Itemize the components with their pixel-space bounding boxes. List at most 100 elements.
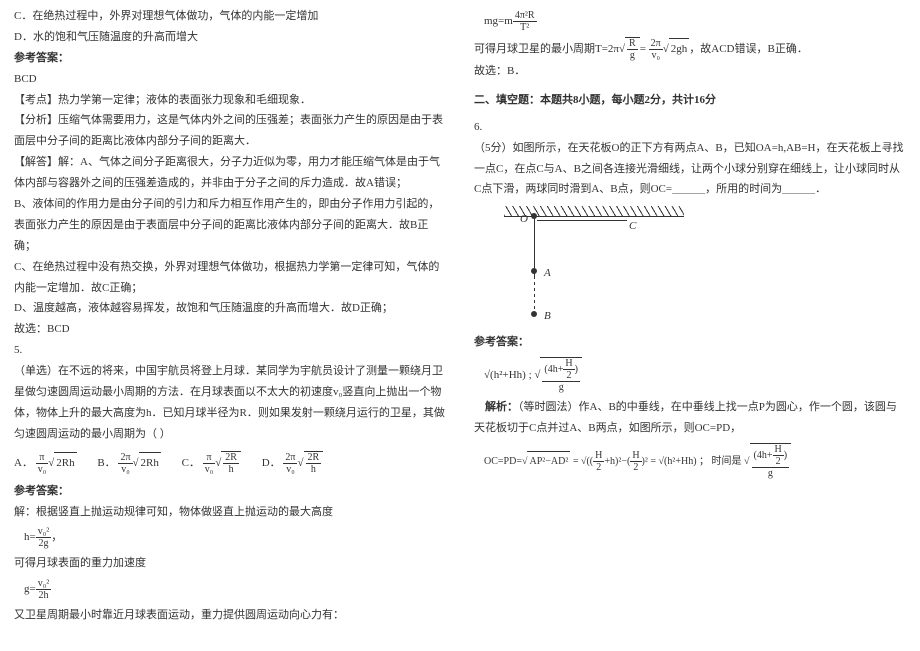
answer2-label: 参考答案： xyxy=(14,481,446,502)
formula-g: g=v₀²2h xyxy=(14,578,446,601)
ans3-sep: ; xyxy=(529,369,532,381)
opt-c-label: C． xyxy=(182,457,200,469)
question-6-body: （5分）如图所示，在天花板O的正下方有两点A、B，已知OA=h,AB=H，在天花… xyxy=(474,138,906,201)
jieda-c: C、在绝热过程中没有热交换，外界对理想气体做功，根据热力学第一定律可知，气体的内… xyxy=(14,257,446,299)
question-5-body: （单选）在不远的将来，中国宇航员将登上月球．某同学为宇航员设计了测量一颗绕月卫星… xyxy=(14,361,446,445)
mg-num: 4π²R xyxy=(513,10,537,22)
opt-a-num: π xyxy=(36,452,49,464)
jieda-end: 故选：BCD xyxy=(14,319,446,340)
T-end: ，故ACD错误，B正确． xyxy=(689,43,808,55)
opt-a-sqrt: 2Rh xyxy=(54,452,76,474)
right-column: mg=m4π²RT² 可得月球卫星的最小周期T=2π√Rg= 2πv₀√2gh，… xyxy=(460,0,920,651)
question-5-num: 5. xyxy=(14,340,446,361)
opt-a-label: A． xyxy=(14,457,33,469)
q5-opt-a: A． πv₀√2Rh xyxy=(14,452,77,475)
opt-a-den: v₀ xyxy=(36,464,49,475)
point-o xyxy=(531,213,537,219)
jieda-a-text: 解：A、气体之间分子距离很大，分子力近似为零，用力才能压缩气体是由于气体内部与容… xyxy=(14,156,440,189)
mg-pre: mg=m xyxy=(484,15,513,27)
left-column: C．在绝热过程中，外界对理想气体做功，气体的内能一定增加 D．水的饱和气压随温度… xyxy=(0,0,460,651)
kaodian: 【考点】热力学第一定律；液体的表面张力现象和毛细现象． xyxy=(14,90,446,111)
label-a: A xyxy=(544,263,551,284)
g-eq-num: v₀² xyxy=(36,578,51,590)
T-pre: 可得月球卫星的最小周期T=2π xyxy=(474,43,619,55)
time-pre: 时间是 xyxy=(712,456,742,467)
time-root: (4h+H2)g xyxy=(750,443,792,479)
T2-root: 2gh xyxy=(669,38,690,60)
option-c: C．在绝热过程中，外界对理想气体做功，气体的内能一定增加 xyxy=(14,6,446,27)
formula-h: h=v₀²2g， xyxy=(14,526,446,549)
h-eq-pre: h= xyxy=(24,532,36,544)
T-root-den: g xyxy=(627,50,638,61)
oc-2b: 2 xyxy=(630,462,641,473)
line-oc xyxy=(537,220,627,221)
line-ab xyxy=(534,276,535,316)
ans3-root-den: g xyxy=(542,382,580,393)
answer3-label: 参考答案： xyxy=(474,332,906,353)
T2-den: v₀ xyxy=(649,50,663,61)
satellite-line: 又卫星周期最小时靠近月球表面运动，重力提供圆周运动向心力有： xyxy=(14,605,446,626)
formula-mg: mg=m4π²RT² xyxy=(474,10,906,33)
opt-d-label: D． xyxy=(262,457,281,469)
kaodian-label: 【考点】 xyxy=(14,94,58,106)
T-eq: = xyxy=(640,43,646,55)
T-root: Rg xyxy=(625,37,640,61)
select-b: 故选：B． xyxy=(474,61,906,82)
opt-b-num: 2π xyxy=(118,452,132,464)
oc-derivation: OC=PD=√AP²−AD² = √((H2+h)²−(H2)² = √(h²+… xyxy=(474,443,906,479)
jiexi: 解析：（等时圆法）作A、B的中垂线，在中垂线上找一点P为圆心，作一个圆，该圆与天… xyxy=(474,397,906,439)
oc-root1: AP²−AD² xyxy=(527,451,570,471)
answer3-formula: √(h²+Hh) ; √(4h+H2)g xyxy=(474,357,906,393)
oc-h2: H xyxy=(630,450,641,462)
opt-b-den: v₀ xyxy=(118,464,132,475)
kaodian-text: 热力学第一定律；液体的表面张力现象和毛细现象． xyxy=(58,94,311,106)
option-d: D．水的饱和气压随温度的升高而增大 xyxy=(14,27,446,48)
ans3-root-num: (4h+H2) xyxy=(542,358,580,382)
opt-c-sqrt-num: 2R xyxy=(223,452,239,464)
opt-d-num: 2π xyxy=(283,452,297,464)
label-b: B xyxy=(544,306,551,327)
jieda-a: 【解答】解：A、气体之间分子距离很大，分子力近似为零，用力才能压缩气体是由于气体… xyxy=(14,152,446,194)
oc-mid: +h)²−( xyxy=(604,456,630,467)
page-container: C．在绝热过程中，外界对理想气体做功，气体的内能一定增加 D．水的饱和气压随温度… xyxy=(0,0,920,651)
jieda-b: B、液体间的作用力是由分子间的引力和斥力相互作用产生的，即由分子作用力引起的，表… xyxy=(14,194,446,257)
T-root-num: R xyxy=(627,38,638,50)
h-eq-den: 2g xyxy=(36,538,51,549)
opt-d-sqrt: 2Rh xyxy=(304,451,324,475)
g-eq-den: 2h xyxy=(36,590,51,601)
ans3-root: (4h+H2)g xyxy=(540,357,582,393)
question-6-num: 6. xyxy=(474,117,906,138)
ans3-f1: √(h²+Hh) xyxy=(484,369,526,381)
label-c: C xyxy=(629,216,636,237)
jieda-d: D、温度越高，液体越容易挥发，故饱和气压随温度的升高而增大．故D正确； xyxy=(14,298,446,319)
opt-c-num: π xyxy=(203,452,216,464)
jiexi-text: （等时圆法）作A、B的中垂线，在中垂线上找一点P为圆心，作一个圆，该圆与天花板切… xyxy=(474,401,897,434)
fenxi: 【分析】压缩气体需要用力，这是气体内外之间的压强差；表面张力产生的原因是由于表面… xyxy=(14,110,446,152)
opt-d-sqrt-den: h xyxy=(306,464,322,475)
jiexi-label: 解析： xyxy=(485,401,518,413)
opt-d-den: v₀ xyxy=(283,464,297,475)
opt-b-sqrt: 2Rh xyxy=(139,452,161,474)
opt-d-sqrt-num: 2R xyxy=(306,452,322,464)
point-b xyxy=(531,311,537,317)
q5-opt-c: C． πv₀√2Rh xyxy=(182,451,241,475)
q5-opt-d: D． 2πv₀√2Rh xyxy=(262,451,323,475)
opt-c-sqrt-den: h xyxy=(223,464,239,475)
oc-eq2: = √(h²+Hh) ； xyxy=(648,456,709,467)
solution-line1: 解：根据竖直上抛运动规律可知，物体做竖直上抛运动的最大高度 xyxy=(14,502,446,523)
q5-options: A． πv₀√2Rh B． 2πv₀√2Rh C． πv₀√2Rh D． 2πv… xyxy=(14,451,446,475)
opt-c-sqrt: 2Rh xyxy=(221,451,241,475)
opt-b-label: B． xyxy=(97,457,115,469)
q5-opt-b: B． 2πv₀√2Rh xyxy=(97,452,161,475)
q6-diagram: O C A B xyxy=(504,206,704,326)
g-eq-pre: g= xyxy=(24,583,36,595)
mg-den: T² xyxy=(513,22,537,33)
opt-c-den: v₀ xyxy=(203,464,216,475)
oc-sqrt-pre: √(( xyxy=(581,456,593,467)
point-a xyxy=(531,268,537,274)
T2-num: 2π xyxy=(649,38,663,50)
oc-2a: 2 xyxy=(593,462,604,473)
section-2-title: 二、填空题：本题共8小题，每小题2分，共计16分 xyxy=(474,90,906,111)
fenxi-text: 压缩气体需要用力，这是气体内外之间的压强差；表面张力产生的原因是由于表面层中分子… xyxy=(14,114,443,147)
jieda-label: 【解答】 xyxy=(14,156,58,168)
